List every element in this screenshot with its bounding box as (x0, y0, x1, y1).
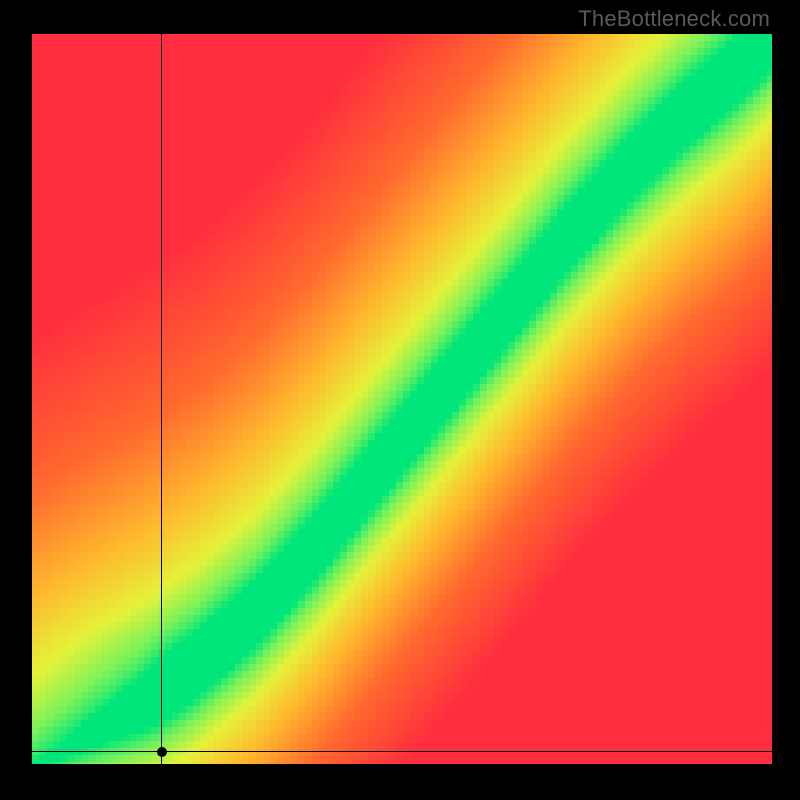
watermark-text: TheBottleneck.com (578, 6, 770, 32)
heatmap-canvas (32, 34, 772, 764)
chart-container: TheBottleneck.com (0, 0, 800, 800)
crosshair-vertical (161, 34, 162, 764)
crosshair-horizontal (32, 751, 772, 752)
crosshair-marker (157, 747, 167, 757)
